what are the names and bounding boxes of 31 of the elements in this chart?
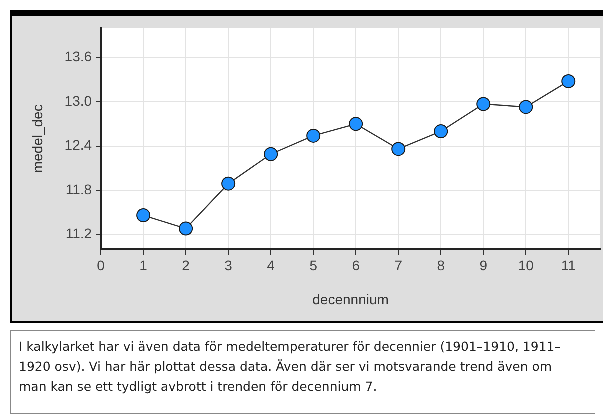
x-tick-label: 9 xyxy=(480,258,488,274)
x-tick-label: 11 xyxy=(561,258,576,274)
point xyxy=(264,147,278,162)
x-tick-label: 0 xyxy=(97,258,106,274)
y-tick-label: 11.8 xyxy=(66,181,92,198)
y-axis-title: medel_dec xyxy=(29,104,46,174)
point xyxy=(476,97,491,112)
y-tick-label: 13.6 xyxy=(64,48,92,65)
x-tick-label: 2 xyxy=(182,258,190,274)
point xyxy=(562,74,576,88)
x-tick-label: 5 xyxy=(310,258,318,274)
point xyxy=(136,208,151,223)
point xyxy=(179,222,194,236)
y-tick-label: 12.4 xyxy=(64,137,92,154)
x-tick-label: 4 xyxy=(267,258,276,274)
x-tick-label: 1 xyxy=(140,258,148,274)
x-tick-label: 3 xyxy=(224,258,233,274)
point xyxy=(306,128,321,143)
x-axis-title: decennnium xyxy=(312,291,389,308)
x-tick-label: 8 xyxy=(437,258,446,274)
point xyxy=(434,124,448,139)
point xyxy=(392,142,406,156)
point xyxy=(349,117,364,132)
x-tick-label: 7 xyxy=(394,258,403,274)
x-tick-label: 6 xyxy=(352,258,360,274)
x-tick-label: 10 xyxy=(518,258,534,274)
y-tick-label: 11.2 xyxy=(66,226,92,242)
point xyxy=(222,176,236,191)
point xyxy=(519,100,534,114)
text: I kalkylarket har vi även data för medeltemperaturer för decennier (1901–1910, 1911–1920 osv). Vi har här plottat dessa data. Även där ser vi motsvarande trend även om man kan se ett tydligt avbrott i trenden för decennium 7. xyxy=(19,338,562,396)
y-tick-label: 13.0 xyxy=(64,92,92,109)
